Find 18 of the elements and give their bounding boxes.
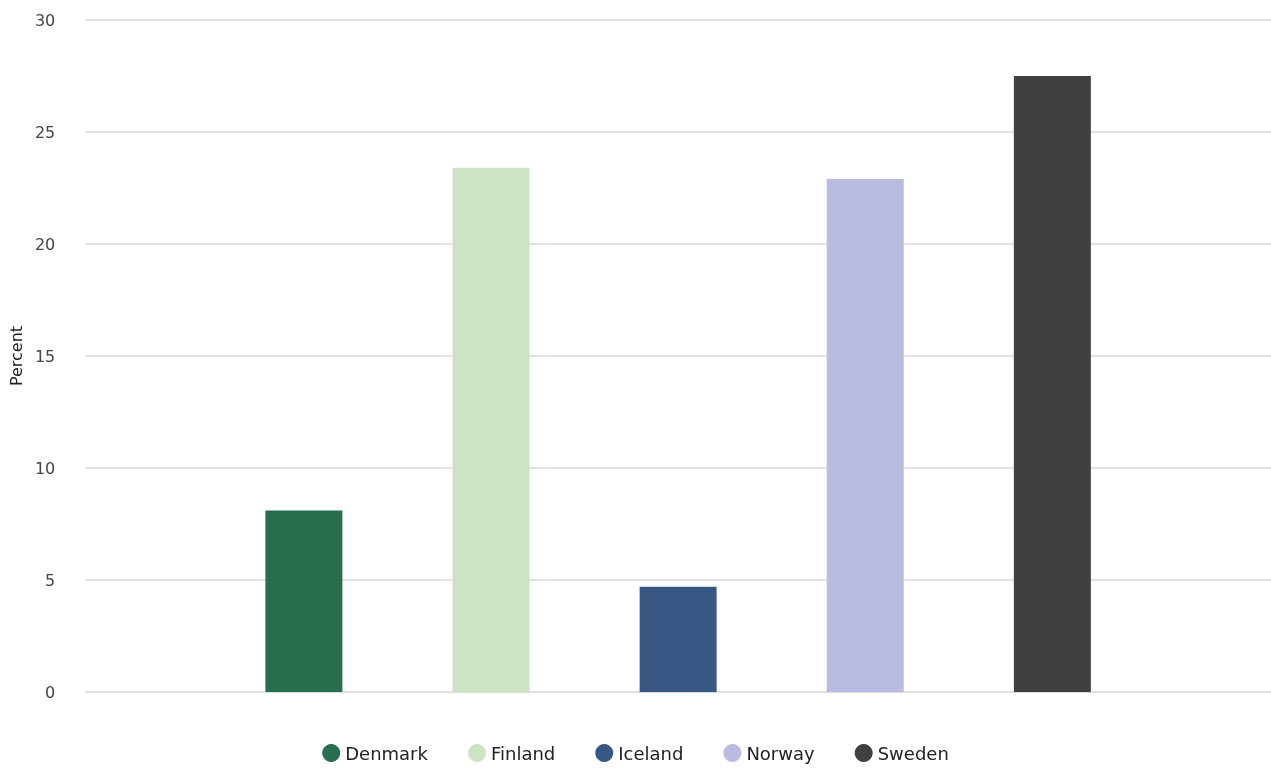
bar [826, 179, 904, 692]
bar [452, 167, 530, 692]
y-tick-label: 25 [34, 122, 56, 142]
legend-label: Norway [746, 742, 816, 764]
bar [639, 586, 717, 692]
y-tick-label: 10 [34, 458, 56, 478]
y-tick-label: 30 [34, 10, 56, 30]
y-axis-title: Percent [6, 325, 26, 387]
y-tick-label: 20 [34, 234, 56, 254]
legend-label: Iceland [618, 742, 684, 764]
y-tick-label: 0 [45, 682, 56, 702]
bar [265, 510, 343, 692]
bar [1013, 76, 1091, 692]
legend-label: Denmark [345, 742, 429, 764]
y-tick-label: 5 [45, 570, 56, 590]
legend-label: Finland [490, 742, 556, 764]
legend-label: Sweden [877, 742, 949, 764]
y-tick-label: 15 [34, 346, 56, 366]
